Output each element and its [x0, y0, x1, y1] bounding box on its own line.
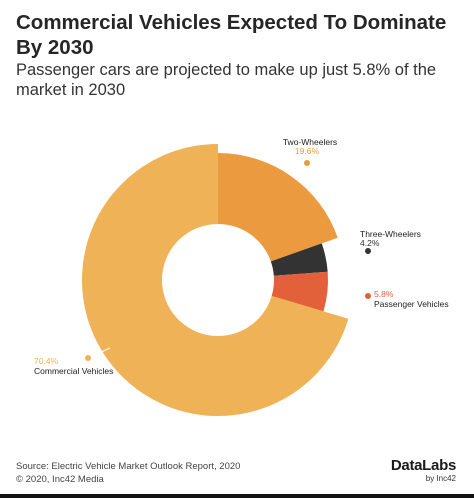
slice-value-commercial-vehicles: 70.4%: [34, 356, 59, 366]
brand-name: DataLabs: [390, 457, 456, 474]
leader-line-three-wheelers: [325, 250, 369, 259]
slice-label-passenger-vehicles: Passenger Vehicles: [374, 299, 449, 309]
source-note: Source: Electric Vehicle Market Outlook …: [16, 460, 240, 486]
brand-logo: DataLabs by Inc42: [391, 458, 456, 484]
slice-three-wheelers: [270, 243, 328, 276]
slice-label-two-wheelers: Two-Wheelers: [283, 137, 337, 147]
slice-label-commercial-vehicles: Commercial Vehicles: [34, 366, 113, 376]
slice-value-passenger-vehicles: 5.8%: [374, 289, 394, 299]
copyright-line: © 2020, Inc42 Media: [16, 474, 104, 485]
chart-title: Commercial Vehicles Expected To Dominate…: [16, 11, 447, 59]
slice-two-wheelers: [218, 153, 338, 262]
label-dot-two-wheelers: [304, 160, 310, 166]
source-line: Source: Electric Vehicle Market Outlook …: [16, 461, 241, 472]
slice-passenger-vehicles: [271, 271, 328, 312]
label-dot-passenger-vehicles: [365, 293, 371, 299]
label-dot-three-wheelers: [365, 248, 371, 254]
footer: Source: Electric Vehicle Market Outlook …: [0, 450, 474, 498]
leader-line-commercial-vehicles: [87, 347, 111, 359]
leader-line-two-wheelers: [299, 162, 308, 181]
chart-subtitle: Passenger cars are projected to make up …: [16, 61, 437, 99]
slice-value-two-wheelers: 19.6%: [295, 146, 320, 156]
slice-commercial-vehicles: [82, 144, 349, 416]
slice-label-three-wheelers: Three-Wheelers: [360, 229, 421, 239]
slice-value-three-wheelers: 4.2%: [360, 238, 380, 248]
label-dot-commercial-vehicles: [85, 355, 91, 361]
brand-sub: by Inc42: [425, 474, 456, 483]
bottom-bar: [0, 494, 474, 498]
